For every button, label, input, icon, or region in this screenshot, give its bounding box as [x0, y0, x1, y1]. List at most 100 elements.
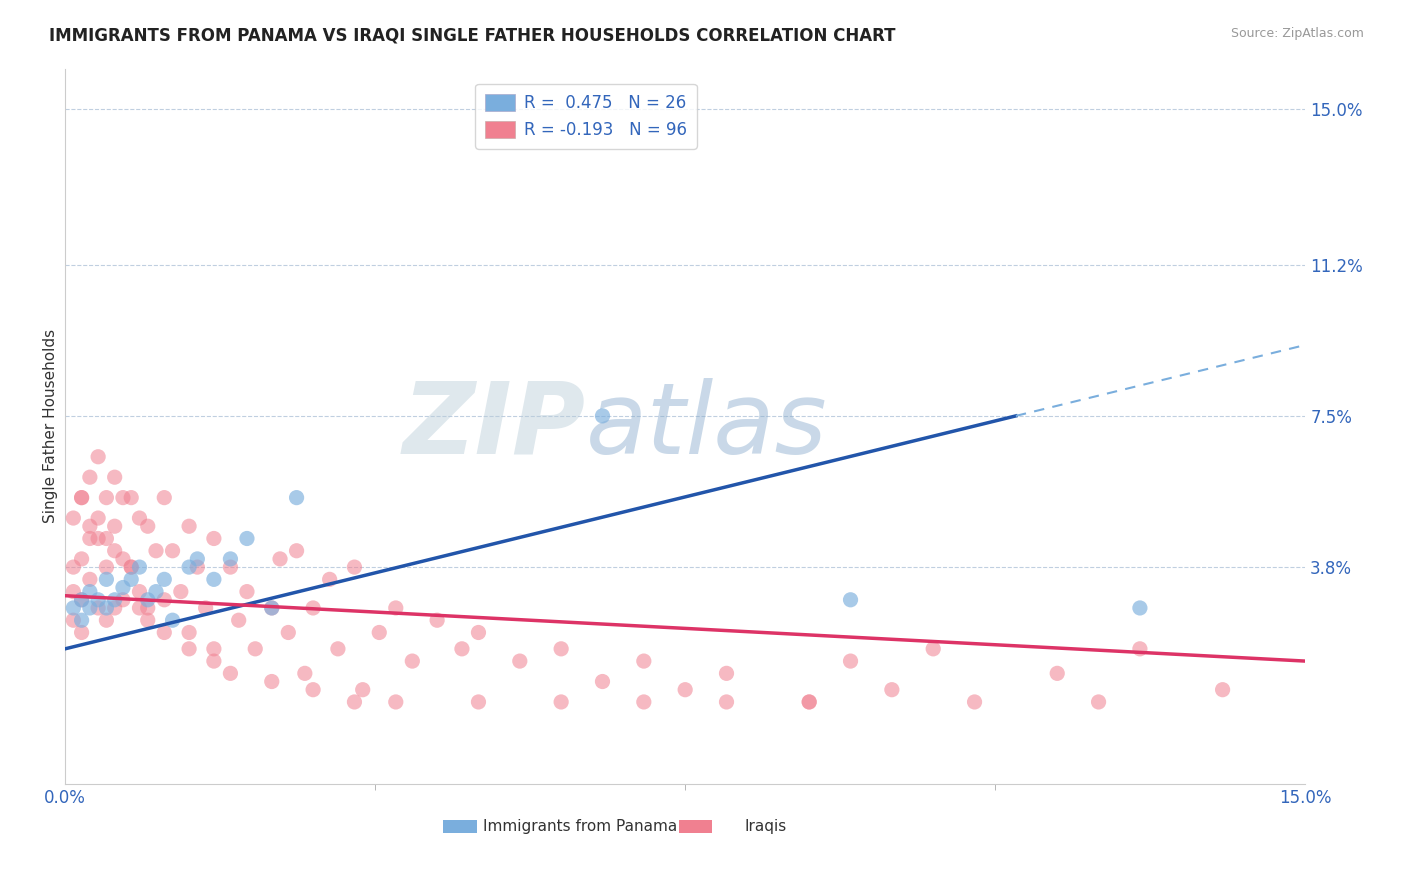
Point: [104, 519, 127, 533]
Point: [839, 592, 862, 607]
Point: [509, 654, 531, 668]
Point: [451, 641, 474, 656]
Point: [285, 491, 308, 505]
Text: atlas: atlas: [586, 377, 828, 475]
Point: [162, 613, 184, 627]
FancyBboxPatch shape: [679, 820, 713, 833]
Point: [87, 450, 110, 464]
Point: [96, 601, 118, 615]
Point: [145, 543, 167, 558]
Point: [128, 601, 150, 615]
Point: [87, 601, 110, 615]
Point: [343, 695, 366, 709]
Point: [62, 511, 84, 525]
Text: ZIP: ZIP: [404, 377, 586, 475]
Point: [70, 491, 93, 505]
Point: [219, 560, 242, 574]
Text: Source: ZipAtlas.com: Source: ZipAtlas.com: [1230, 27, 1364, 40]
Point: [401, 654, 423, 668]
Point: [87, 532, 110, 546]
Point: [202, 573, 225, 587]
Point: [592, 674, 614, 689]
Point: [426, 613, 449, 627]
Point: [202, 532, 225, 546]
Point: [384, 601, 406, 615]
Point: [352, 682, 374, 697]
Point: [145, 584, 167, 599]
Point: [716, 666, 738, 681]
Point: [202, 654, 225, 668]
Point: [79, 470, 101, 484]
Point: [111, 552, 134, 566]
Point: [922, 641, 945, 656]
Point: [177, 641, 200, 656]
Point: [79, 601, 101, 615]
Point: [177, 519, 200, 533]
Point: [136, 592, 159, 607]
Point: [153, 491, 176, 505]
Point: [136, 601, 159, 615]
Point: [177, 625, 200, 640]
Point: [96, 613, 118, 627]
Point: [70, 592, 93, 607]
Point: [62, 560, 84, 574]
Point: [799, 695, 821, 709]
Point: [1129, 601, 1152, 615]
Point: [79, 584, 101, 599]
Point: [104, 543, 127, 558]
Point: [326, 641, 349, 656]
Point: [62, 613, 84, 627]
Point: [550, 695, 572, 709]
Point: [62, 601, 84, 615]
Point: [633, 654, 655, 668]
Point: [162, 543, 184, 558]
Point: [153, 625, 176, 640]
Point: [839, 654, 862, 668]
Point: [104, 470, 127, 484]
Point: [96, 573, 118, 587]
Point: [302, 601, 325, 615]
Point: [111, 491, 134, 505]
Point: [799, 695, 821, 709]
Point: [70, 625, 93, 640]
Point: [79, 573, 101, 587]
Point: [236, 584, 259, 599]
Point: [1212, 682, 1234, 697]
Point: [87, 511, 110, 525]
Point: [1129, 641, 1152, 656]
Point: [260, 601, 283, 615]
Point: [79, 519, 101, 533]
Point: [673, 682, 696, 697]
Point: [177, 560, 200, 574]
Point: [153, 592, 176, 607]
Y-axis label: Single Father Households: Single Father Households: [44, 329, 58, 524]
Point: [219, 552, 242, 566]
Point: [111, 592, 134, 607]
Point: [170, 584, 193, 599]
Point: [104, 592, 127, 607]
Point: [219, 666, 242, 681]
Point: [104, 601, 127, 615]
Point: [194, 601, 217, 615]
Point: [1046, 666, 1069, 681]
Point: [260, 601, 283, 615]
Point: [120, 560, 142, 574]
Text: IMMIGRANTS FROM PANAMA VS IRAQI SINGLE FATHER HOUSEHOLDS CORRELATION CHART: IMMIGRANTS FROM PANAMA VS IRAQI SINGLE F…: [49, 27, 896, 45]
Point: [136, 519, 159, 533]
Point: [269, 552, 291, 566]
Point: [70, 592, 93, 607]
Point: [96, 491, 118, 505]
Point: [128, 584, 150, 599]
Point: [120, 491, 142, 505]
Text: Iraqis: Iraqis: [745, 819, 787, 834]
Point: [96, 532, 118, 546]
Point: [128, 560, 150, 574]
Point: [467, 625, 489, 640]
Point: [79, 532, 101, 546]
Point: [245, 641, 267, 656]
Point: [384, 695, 406, 709]
Point: [70, 613, 93, 627]
Point: [550, 641, 572, 656]
Point: [236, 532, 259, 546]
Point: [128, 511, 150, 525]
